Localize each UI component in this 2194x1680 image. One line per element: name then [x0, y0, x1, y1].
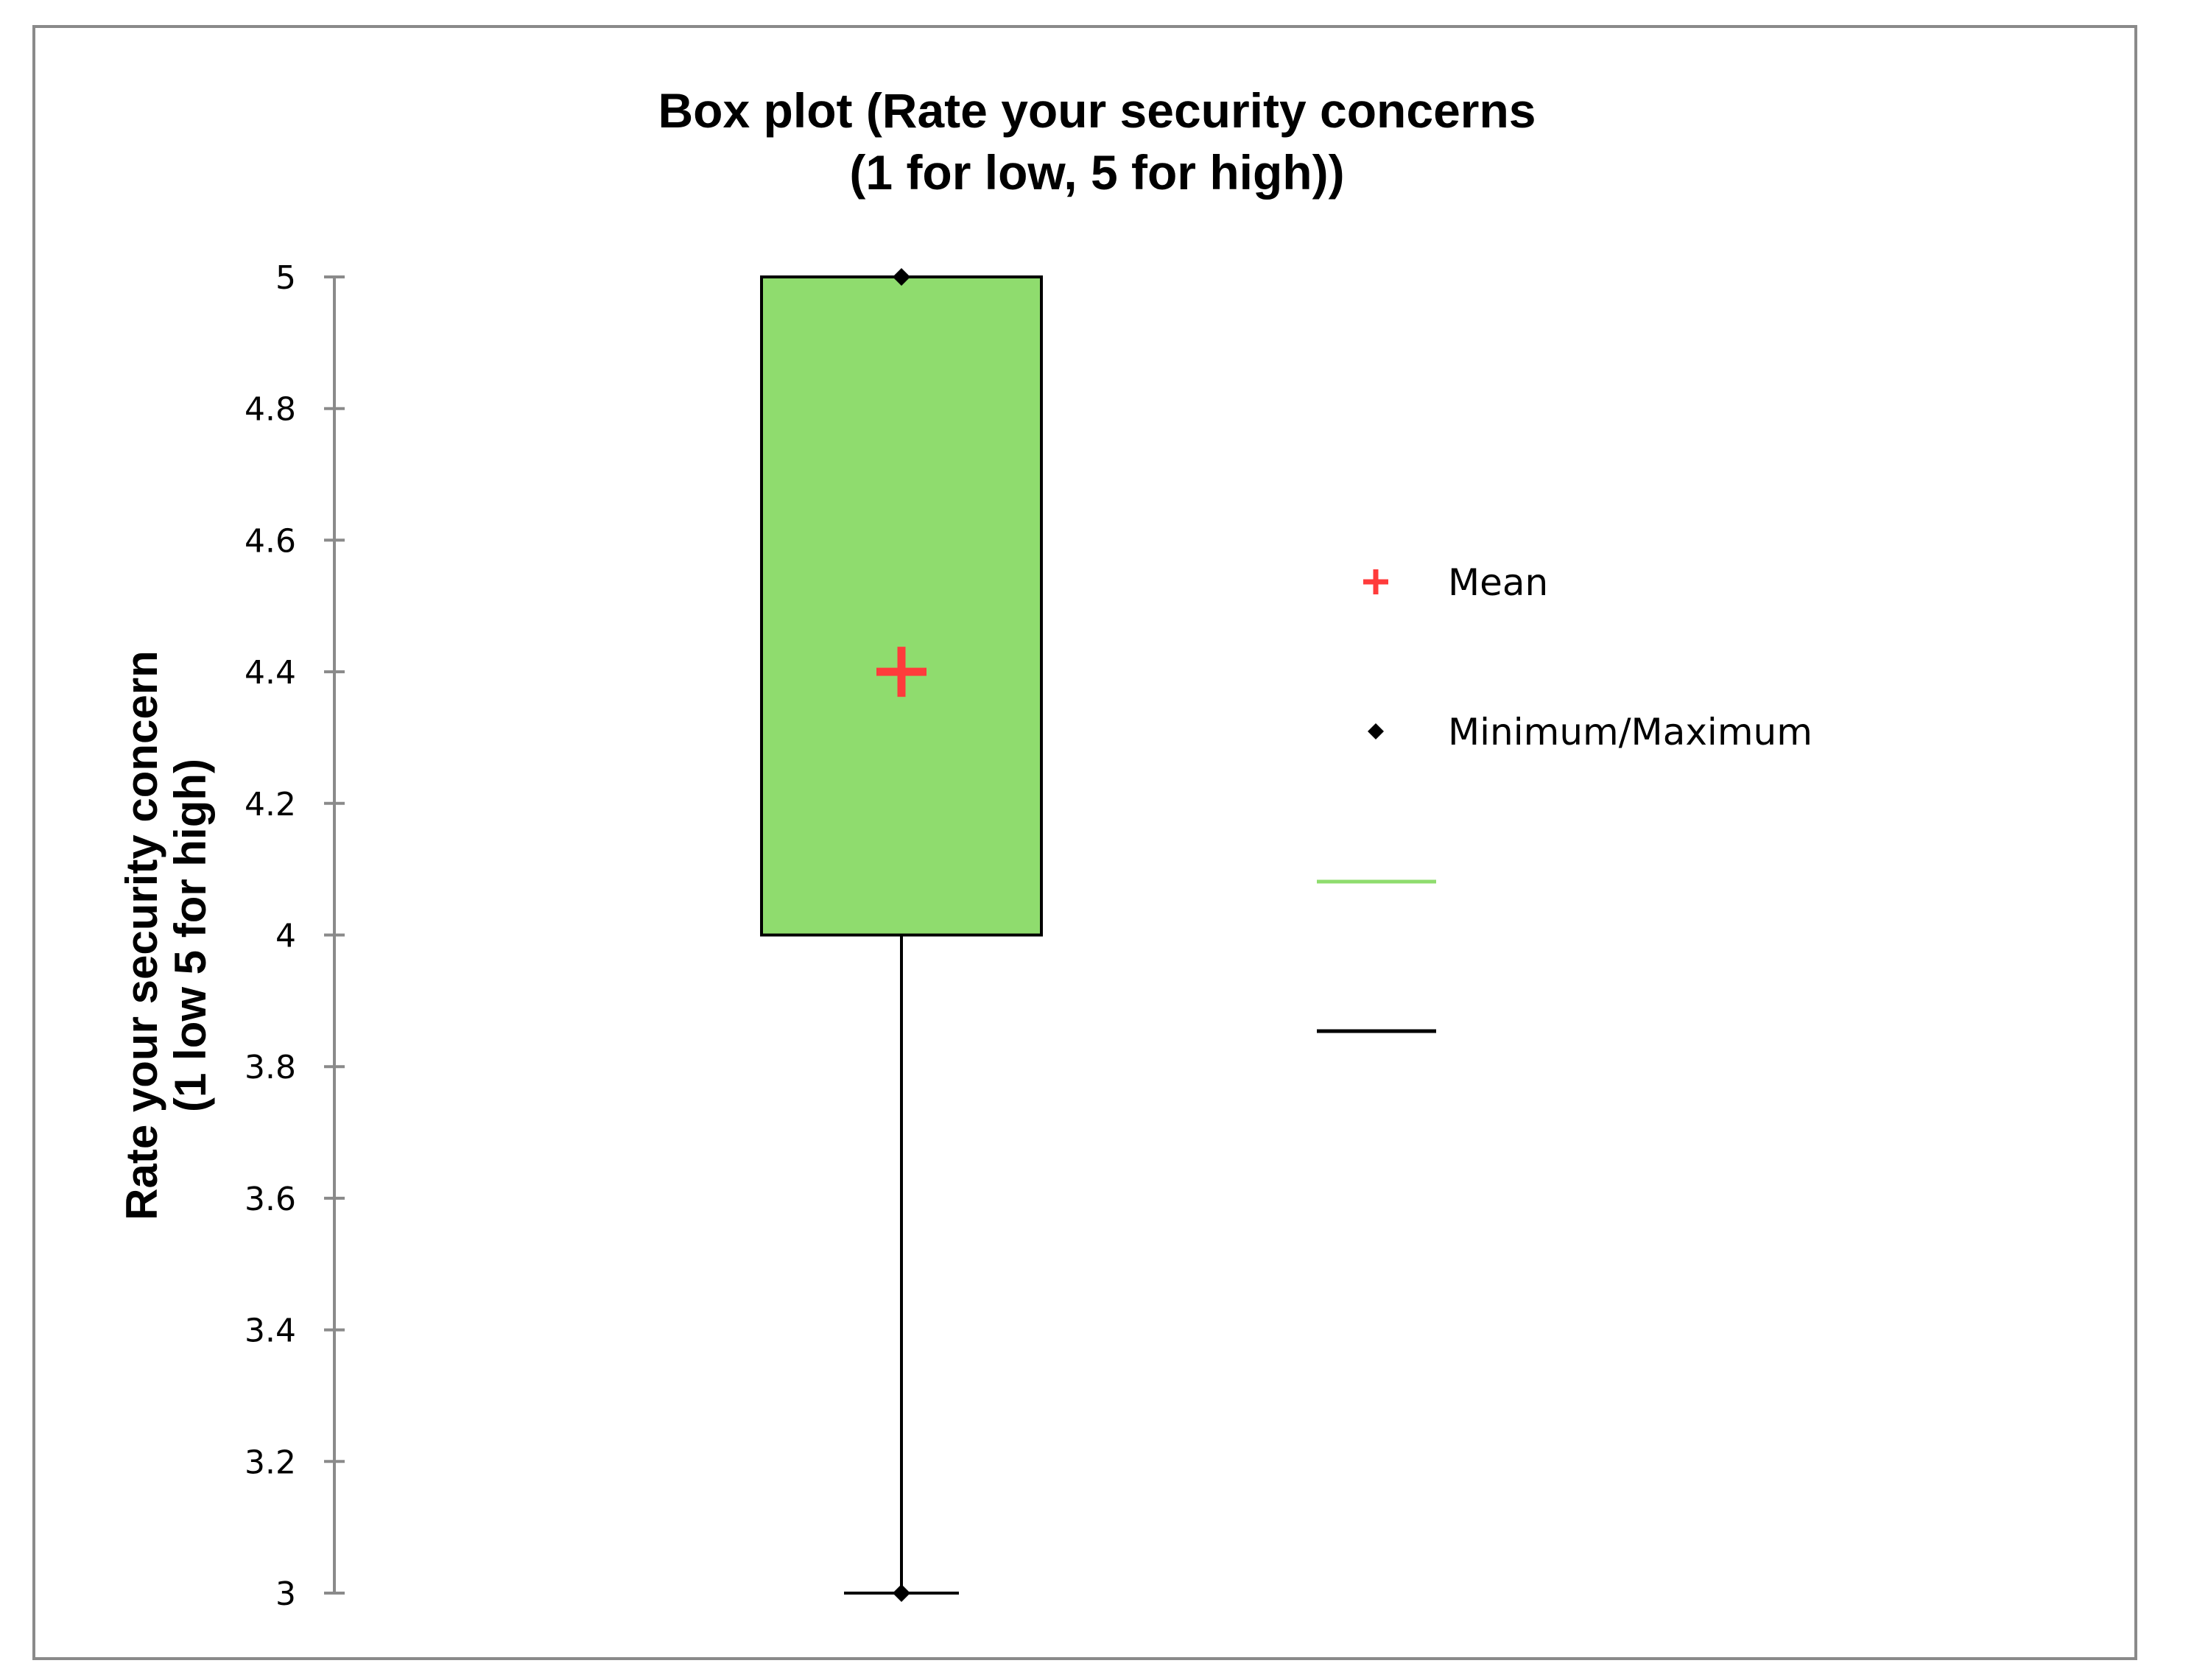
legend-label: Mean: [1448, 561, 1548, 604]
y-tick-label: 4.6: [245, 522, 296, 560]
box-iqr: [760, 275, 1043, 937]
legend: Mean Minimum/Maximum: [1317, 561, 1812, 1033]
minimum-marker: [893, 1584, 910, 1602]
y-tick-label: 4.2: [245, 786, 296, 823]
y-tick-label: 5: [275, 259, 296, 297]
y-axis: 3 3.2 3.4 3.6 3.8 4 4.2 4.4 4.6 4.8 5: [245, 259, 345, 1613]
y-tick-label: 3.2: [245, 1444, 296, 1481]
maximum-marker: [893, 268, 910, 286]
mean-marker: [876, 647, 927, 697]
legend-mean-marker: [1363, 569, 1388, 594]
y-tick-label: 3: [275, 1575, 296, 1613]
y-tick-label: 3.6: [245, 1181, 296, 1218]
y-tick-label: 3.8: [245, 1049, 296, 1086]
y-tick-label: 4: [275, 918, 296, 955]
chart-frame: [32, 25, 2137, 1660]
legend-minmax-marker: [1368, 723, 1384, 739]
legend-label: Minimum/Maximum: [1448, 711, 1812, 753]
y-tick-label: 3.4: [245, 1312, 296, 1350]
box-plot: [760, 268, 1043, 1602]
y-tick-label: 4.4: [245, 654, 296, 692]
y-tick-label: 4.8: [245, 391, 296, 429]
chart-title: Box plot (Rate your security concerns (1…: [658, 83, 1536, 200]
